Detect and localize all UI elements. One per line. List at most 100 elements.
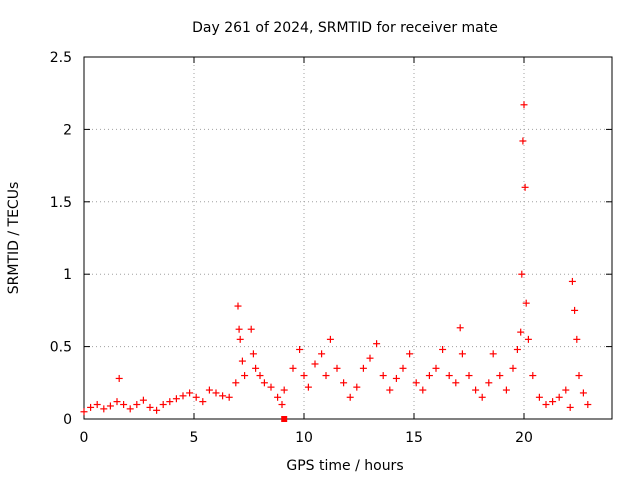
data-point [485, 379, 493, 387]
chart-title: Day 261 of 2024, SRMTID for receiver mat… [192, 20, 498, 36]
y-tick-label: 1 [63, 267, 72, 283]
data-point [478, 393, 486, 401]
x-axis-label: GPS time / hours [286, 458, 403, 474]
grid-lines [84, 57, 612, 419]
data-point [280, 386, 288, 394]
data-point [568, 277, 576, 285]
data-point [513, 345, 521, 353]
highlight-point-marker [281, 416, 288, 422]
data-point [555, 393, 563, 401]
data-point [406, 350, 414, 358]
data-point [166, 398, 174, 406]
data-point [425, 372, 433, 380]
axis-ticks: 0 5 10 15 20 0 0.5 1 1.5 2 2.5 [50, 50, 612, 446]
data-point [146, 403, 154, 411]
y-tick-label: 2.5 [50, 50, 72, 66]
x-tick-label: 20 [515, 430, 533, 446]
data-point [584, 401, 592, 409]
data-point [575, 372, 583, 380]
data-point [252, 364, 260, 372]
y-tick-label: 2 [63, 122, 72, 138]
data-point [236, 335, 244, 343]
data-point [518, 270, 526, 278]
data-point [232, 379, 240, 387]
data-point [333, 364, 341, 372]
y-tick-label: 0.5 [50, 340, 72, 356]
data-point [153, 406, 161, 414]
data-point [274, 393, 282, 401]
data-point [522, 299, 530, 307]
data-point [256, 372, 264, 380]
data-point [346, 393, 354, 401]
x-tick-label: 15 [405, 430, 423, 446]
data-point [172, 395, 180, 403]
data-point [318, 350, 326, 358]
x-tick-label: 5 [190, 430, 199, 446]
data-point [120, 401, 128, 409]
data-point [115, 374, 123, 382]
data-point [234, 302, 242, 310]
data-point [340, 379, 348, 387]
data-points [80, 101, 592, 422]
data-point [192, 393, 200, 401]
data-point [549, 398, 557, 406]
data-point [133, 401, 141, 409]
data-point [366, 354, 374, 362]
data-point [458, 350, 466, 358]
data-point [573, 335, 581, 343]
data-point [535, 393, 543, 401]
data-point [235, 325, 243, 333]
data-point [489, 350, 497, 358]
data-point [326, 335, 334, 343]
data-point [80, 408, 88, 416]
data-point [100, 405, 108, 413]
data-point [517, 328, 525, 336]
data-point [93, 401, 101, 409]
data-point [289, 364, 297, 372]
data-point [562, 386, 570, 394]
data-point [260, 379, 268, 387]
data-point [241, 372, 249, 380]
data-point [509, 364, 517, 372]
data-point [205, 386, 213, 394]
x-tick-label: 10 [295, 430, 313, 446]
y-axis-label: SRMTID / TECUs [6, 182, 22, 295]
data-point [179, 392, 187, 400]
data-point [386, 386, 394, 394]
data-point [212, 389, 220, 397]
data-point [353, 383, 361, 391]
data-point [445, 372, 453, 380]
data-point [219, 392, 227, 400]
data-point [300, 372, 308, 380]
data-point [566, 403, 574, 411]
data-point [542, 401, 550, 409]
plot-frame [83, 56, 613, 420]
data-point [456, 324, 464, 332]
data-point [571, 306, 579, 314]
x-tick-label: 0 [80, 430, 89, 446]
data-point [419, 386, 427, 394]
data-point [399, 364, 407, 372]
data-point [186, 389, 194, 397]
data-point [524, 335, 532, 343]
data-point [496, 372, 504, 380]
data-point [247, 325, 255, 333]
data-point [267, 383, 275, 391]
data-point [519, 137, 527, 145]
data-point [521, 183, 529, 191]
data-point [392, 374, 400, 382]
data-point [432, 364, 440, 372]
data-point [106, 402, 114, 410]
data-point [296, 345, 304, 353]
data-point [452, 379, 460, 387]
data-point [322, 372, 330, 380]
data-point [113, 398, 121, 406]
data-point [579, 389, 587, 397]
data-point [502, 386, 510, 394]
y-tick-label: 1.5 [50, 195, 72, 211]
data-point [199, 398, 207, 406]
data-point [359, 364, 367, 372]
data-point [412, 379, 420, 387]
data-point [465, 372, 473, 380]
data-point [139, 396, 147, 404]
